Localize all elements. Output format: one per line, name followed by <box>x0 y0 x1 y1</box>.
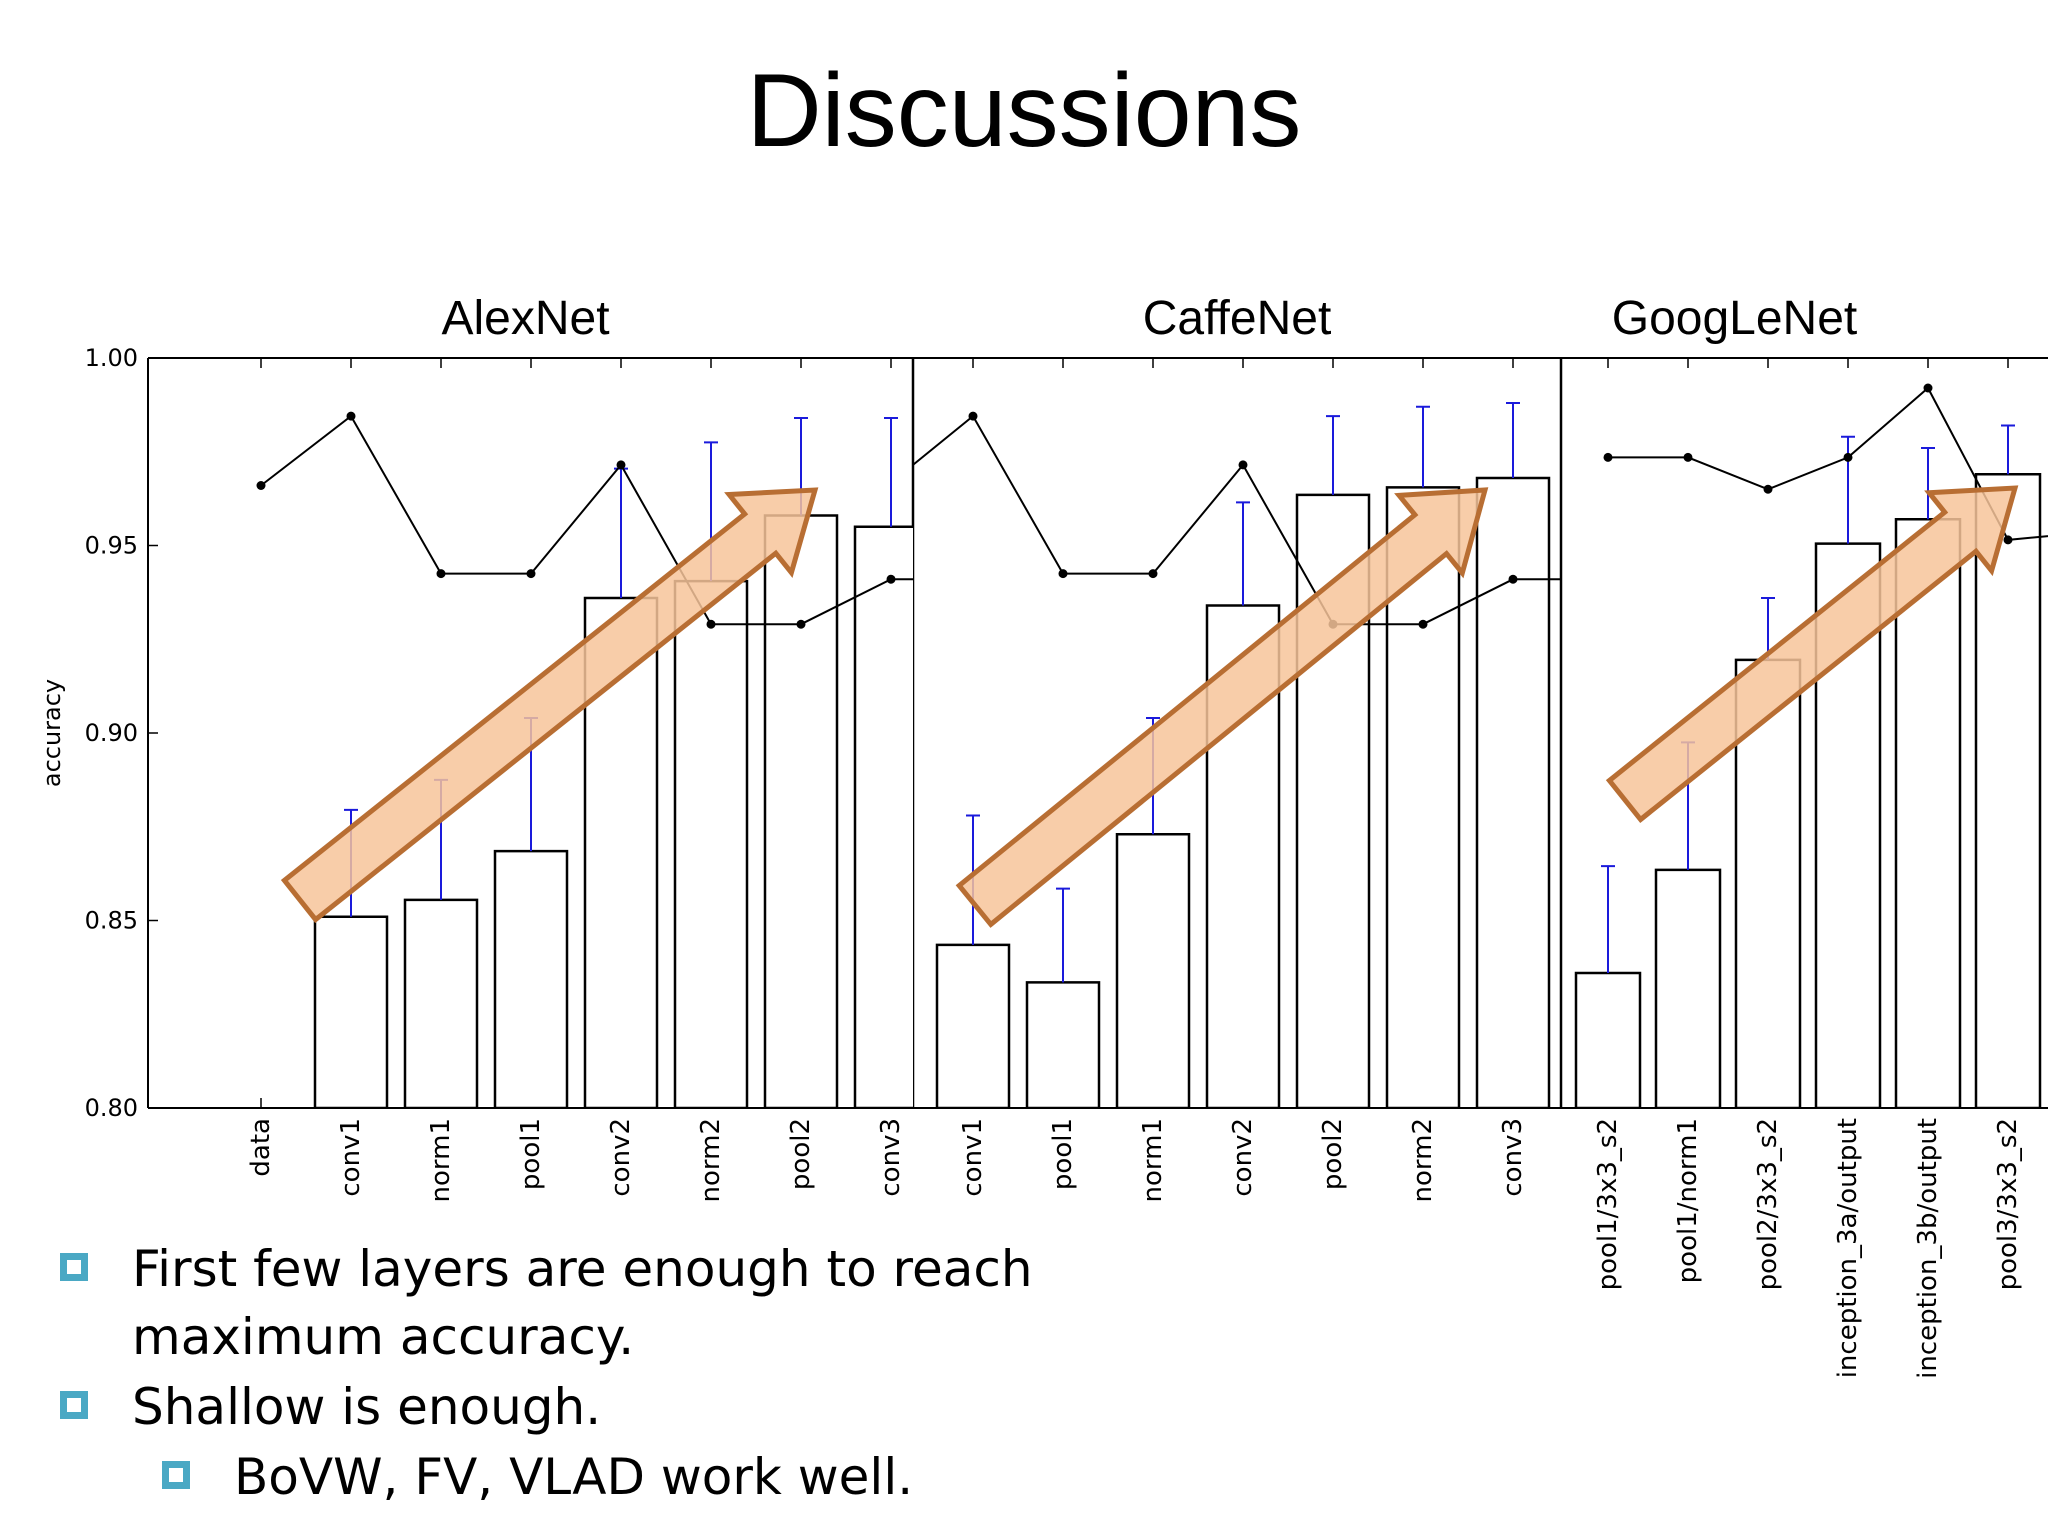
panel-bars <box>313 514 913 1108</box>
panel-title: AlexNet <box>441 292 609 345</box>
y-axis-label: accuracy <box>38 679 66 787</box>
bullet-text: First few layers are enough to reach max… <box>132 1240 1033 1366</box>
y-tick-label: 0.90 <box>85 719 138 747</box>
x-tick-label: pool3/3x3_s2 <box>1993 1118 2023 1290</box>
line-point <box>1148 569 1158 579</box>
bar <box>673 579 749 1108</box>
x-tick-label: inception_3b/output <box>1913 1118 1943 1379</box>
bullet-text: BoVW, FV, VLAD work well. <box>234 1448 914 1506</box>
bar <box>763 514 839 1108</box>
line-point <box>616 460 626 470</box>
line-point <box>1763 484 1773 494</box>
bar <box>1654 868 1722 1108</box>
line-point <box>2003 535 2013 545</box>
x-tick-label: pool2/3x3_s2 <box>1753 1118 1783 1290</box>
bullet-item: First few layers are enough to reach max… <box>60 1235 1060 1371</box>
bar <box>1115 833 1191 1108</box>
line-point <box>1843 452 1853 462</box>
line-point <box>436 569 446 579</box>
x-tick-label: norm1 <box>1138 1118 1168 1203</box>
x-tick-label: conv1 <box>958 1118 988 1197</box>
panel-title: CaffeNet <box>1143 292 1332 345</box>
panel-line <box>256 411 913 629</box>
x-tick-label: pool1 <box>1048 1118 1078 1190</box>
x-tick-label: conv2 <box>606 1118 636 1197</box>
bar <box>853 525 913 1108</box>
line-point <box>1238 460 1248 470</box>
x-tick-label: pool2 <box>786 1118 816 1190</box>
labels-layer: 0.80 0.85 0.90 0.95 1.00 accuracy AlexNet data c… <box>38 292 2023 1379</box>
x-tick-label: data <box>246 1118 276 1177</box>
y-tick-label: 0.85 <box>85 907 138 935</box>
y-tick-label: 0.80 <box>85 1094 138 1122</box>
trend-arrow-icon <box>955 487 1489 928</box>
square-bullet-icon <box>60 1391 88 1419</box>
bullet-list: First few layers are enough to reach max… <box>60 1235 1060 1511</box>
x-tick-label: pool1/norm1 <box>1673 1118 1703 1283</box>
x-tick-label: pool1 <box>516 1118 546 1190</box>
line-point <box>526 569 536 579</box>
line-point <box>796 619 806 629</box>
line-point <box>706 619 716 629</box>
bar <box>403 898 479 1108</box>
x-tick-label: conv2 <box>1228 1118 1258 1197</box>
bar <box>1974 473 2042 1108</box>
line-point <box>1683 452 1693 462</box>
panel-title: GoogLeNet <box>1612 292 1858 345</box>
line-point <box>1923 383 1933 393</box>
line-point <box>968 411 978 421</box>
x-tick-label: norm2 <box>1408 1118 1438 1203</box>
x-tick-label: norm1 <box>426 1118 456 1203</box>
x-tick-label: pool2 <box>1318 1118 1348 1190</box>
line-point <box>1058 569 1068 579</box>
x-tick-label: pool1/3x3_s2 <box>1593 1118 1623 1290</box>
bullet-text: Shallow is enough. <box>132 1378 602 1436</box>
line-point <box>1508 574 1518 584</box>
sub-bullet-item: BoVW, FV, VLAD work well. <box>60 1443 1060 1511</box>
square-bullet-icon <box>60 1253 88 1281</box>
y-tick-label: 0.95 <box>85 532 138 560</box>
slide-title: Discussions <box>746 53 1302 169</box>
x-tick-label: conv3 <box>1498 1118 1528 1197</box>
line-point <box>346 411 356 421</box>
trend-arrow-icon <box>1605 485 2019 824</box>
square-bullet-icon <box>162 1461 190 1489</box>
lines-layer <box>256 383 2048 629</box>
bar <box>1475 476 1551 1108</box>
bars-layer <box>313 473 2042 1108</box>
bar <box>1574 971 1642 1108</box>
line-point <box>256 481 266 490</box>
arrows-layer <box>280 485 2019 928</box>
line-point <box>886 574 896 584</box>
x-tick-label: conv1 <box>336 1118 366 1197</box>
x-tick-label: inception_3a/output <box>1833 1118 1863 1378</box>
panel-line <box>1603 383 2048 545</box>
bar <box>313 915 389 1108</box>
line-point <box>1418 619 1428 629</box>
bar <box>935 943 1011 1108</box>
line-point <box>1603 452 1613 462</box>
panel-bars <box>1574 473 2042 1108</box>
bar <box>1894 518 1962 1108</box>
bar <box>1025 981 1101 1108</box>
x-tick-label: conv3 <box>876 1118 906 1197</box>
bullet-item: Shallow is enough. <box>60 1373 1060 1441</box>
y-tick-label: 1.00 <box>85 344 138 372</box>
x-tick-label: norm2 <box>696 1118 726 1203</box>
trend-arrow-icon <box>280 487 819 924</box>
bar <box>493 849 569 1108</box>
